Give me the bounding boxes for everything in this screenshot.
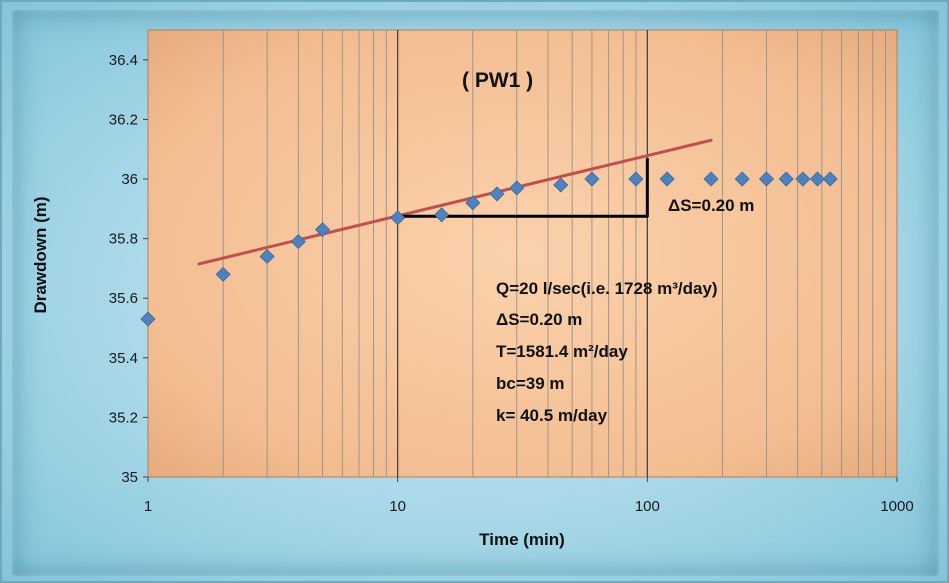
data-point	[584, 171, 600, 187]
y-axis-title: Drawdown (m)	[31, 196, 50, 313]
data-point	[734, 171, 750, 187]
data-point	[434, 207, 450, 223]
annotation-conductivity: k= 40.5 m/day	[496, 406, 608, 425]
data-point	[795, 171, 811, 187]
x-tick-label: 1000	[880, 498, 913, 515]
gridlines	[222, 30, 886, 477]
chart-title: ( PW1 )	[462, 69, 533, 92]
y-axis: 35 35.2 35.4 35.6 35.8 36 36.2 36.4	[109, 52, 148, 486]
x-tick-label: 10	[389, 498, 406, 515]
x-axis: 1 10 100 1000	[144, 477, 914, 515]
x-axis-title: Time (min)	[479, 530, 565, 549]
annotation-transmissivity: T=1581.4 m²/day	[496, 342, 628, 361]
data-point	[809, 171, 825, 187]
data-point	[553, 177, 569, 193]
data-point	[509, 180, 525, 196]
data-point	[778, 171, 794, 187]
delta-s-label: ΔS=0.20 m	[668, 196, 754, 215]
data-point	[758, 171, 775, 187]
data-point	[659, 171, 675, 187]
data-points	[140, 171, 838, 327]
data-point	[390, 210, 406, 226]
data-point	[314, 222, 331, 238]
annotation-delta-s: ΔS=0.20 m	[496, 310, 582, 329]
data-point	[822, 171, 838, 187]
data-point	[489, 186, 505, 202]
annotation-thickness: bc=39 m	[496, 374, 565, 393]
data-point	[215, 266, 231, 282]
data-point	[140, 311, 156, 327]
plot-area	[147, 29, 898, 478]
trendline	[197, 138, 713, 266]
data-point	[290, 234, 306, 250]
y-tick-label: 35.2	[109, 409, 138, 426]
x-tick-label: 1	[144, 498, 152, 515]
x-tick-label: 100	[635, 498, 660, 515]
y-tick-label: 35.4	[109, 350, 138, 367]
y-tick-label: 35	[121, 469, 138, 486]
y-tick-label: 36.2	[109, 111, 138, 128]
trendline-group	[197, 138, 713, 266]
y-tick-label: 35.8	[109, 231, 138, 248]
data-point	[259, 248, 275, 265]
data-point	[703, 171, 719, 187]
y-tick-label: 35.6	[109, 290, 138, 307]
y-tick-label: 36.4	[109, 52, 138, 69]
data-point	[628, 171, 644, 187]
data-point	[465, 195, 481, 211]
y-tick-label: 36	[121, 171, 138, 188]
parameters-box: Q=20 l/sec(i.e. 1728 m³/day) ΔS=0.20 m T…	[496, 279, 718, 425]
annotation-discharge: Q=20 l/sec(i.e. 1728 m³/day)	[496, 279, 718, 298]
